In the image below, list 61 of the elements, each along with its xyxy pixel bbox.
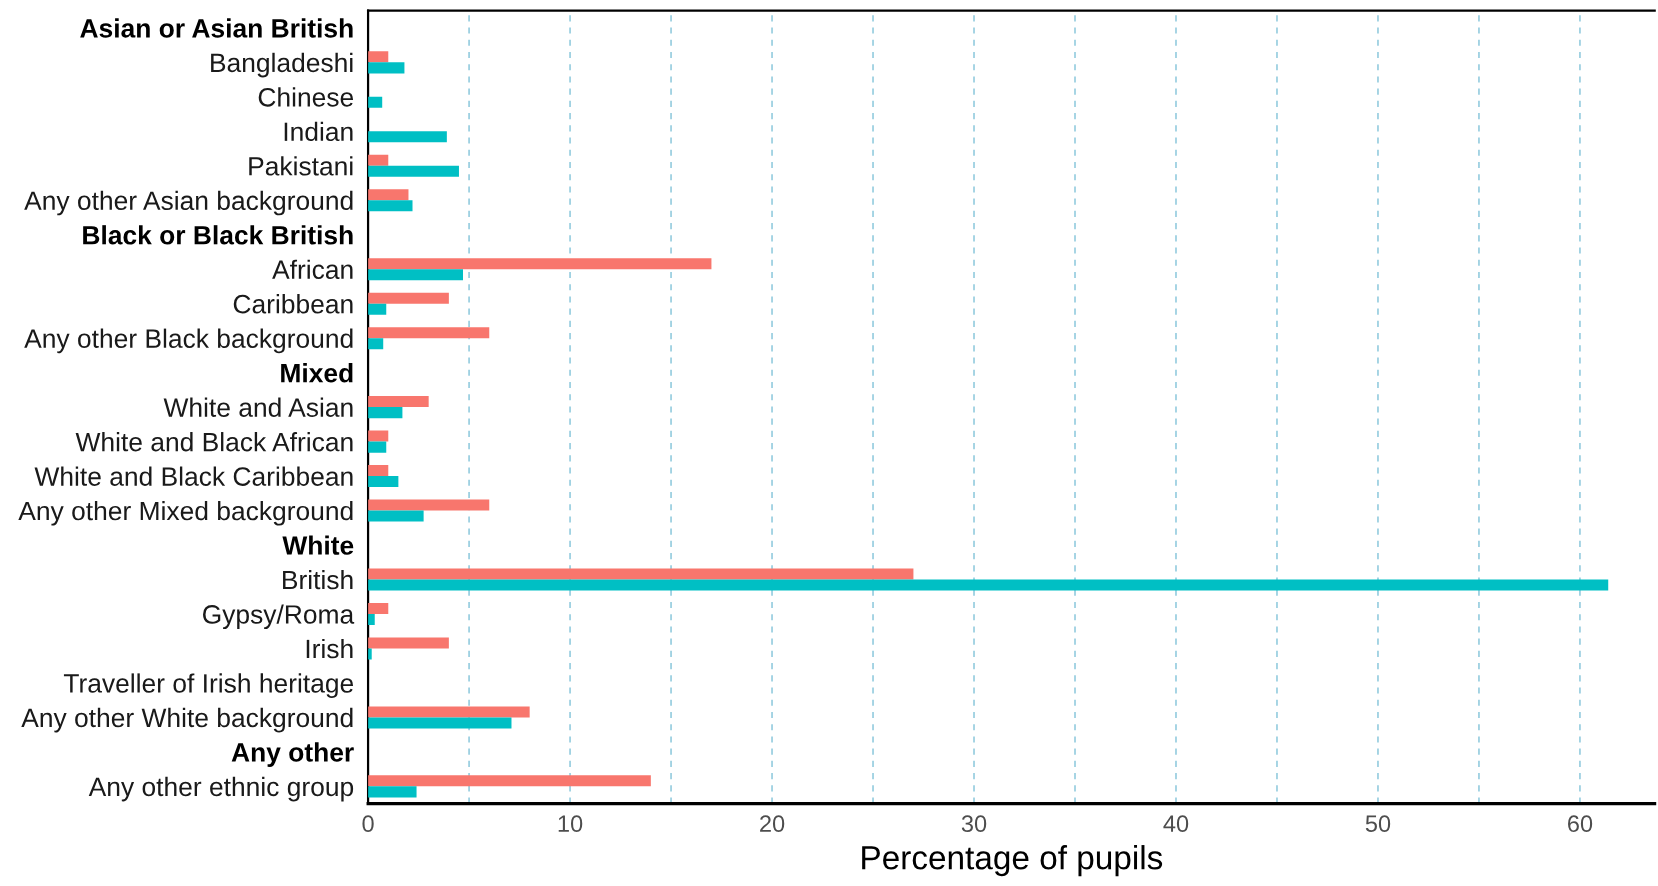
y-tick-label: Caribbean: [233, 294, 353, 314]
y-tick-label: White and Asian: [163, 397, 353, 417]
bar: [368, 786, 417, 798]
bar: [368, 706, 530, 718]
y-tick-label: White and Black African: [75, 432, 353, 452]
x-axis-title: Percentage of pupils: [862, 845, 1163, 877]
x-tick-label: 50: [1365, 815, 1391, 833]
x-tick-label: 0: [362, 815, 374, 833]
y-tick-label: Asian or Asian British: [80, 18, 353, 38]
y-tick-label: Any other: [231, 742, 354, 767]
x-tick-label: 40: [1163, 815, 1189, 833]
y-tick-label: Any other Mixed background: [18, 500, 353, 526]
y-tick-label: Bangladeshi: [211, 52, 353, 78]
bar: [368, 579, 1609, 591]
x-tick-label: 30: [961, 815, 987, 833]
bar: [368, 154, 389, 166]
bar: [368, 499, 490, 511]
bar: [368, 303, 387, 315]
bar: [368, 510, 424, 522]
y-tick-label: Any other Asian background: [24, 190, 353, 216]
y-tick-label: African: [272, 259, 353, 280]
bar: [368, 258, 712, 270]
y-tick-label: Chinese: [258, 87, 354, 107]
y-tick-label: Any other ethnic group: [88, 776, 354, 802]
bar: [368, 430, 389, 442]
y-tick-label: Traveller of Irish heritage: [63, 673, 354, 698]
y-tick-label: Mixed: [281, 363, 353, 383]
bar: [368, 465, 389, 477]
bar: [368, 165, 459, 177]
bar: [368, 327, 490, 339]
y-tick-label: Any other Black background: [24, 328, 353, 354]
bar: [368, 96, 383, 108]
x-tick-label: 60: [1568, 815, 1593, 833]
bar: [368, 637, 449, 649]
y-tick-label: Indian: [284, 121, 353, 142]
y-tick-label: British: [283, 569, 353, 590]
bar: [368, 269, 464, 281]
y-tick-label: White and Black Caribbean: [34, 466, 353, 486]
bar: [368, 292, 449, 304]
bar: [368, 602, 389, 614]
bar: [368, 476, 399, 488]
bar: [368, 200, 413, 212]
bar: [368, 396, 429, 408]
bar: [368, 717, 512, 729]
bar: [368, 131, 447, 143]
bar: [368, 189, 409, 201]
y-tick-label: Irish: [306, 638, 353, 659]
y-tick-label: White: [282, 535, 354, 555]
y-tick-label: Black or Black British: [83, 225, 353, 245]
y-tick-label: Pakistani: [249, 156, 353, 176]
bar: [368, 568, 914, 580]
x-tick-label: 20: [760, 815, 785, 833]
bar: [368, 51, 389, 63]
bar: [368, 407, 403, 419]
y-tick-label: Gypsy/Roma: [203, 604, 355, 630]
bar: [368, 775, 651, 787]
bar: [368, 338, 384, 350]
bar: [368, 441, 387, 453]
bar: [368, 62, 405, 74]
y-tick-label: Any other White background: [21, 707, 353, 733]
x-tick-label: 10: [558, 815, 583, 833]
